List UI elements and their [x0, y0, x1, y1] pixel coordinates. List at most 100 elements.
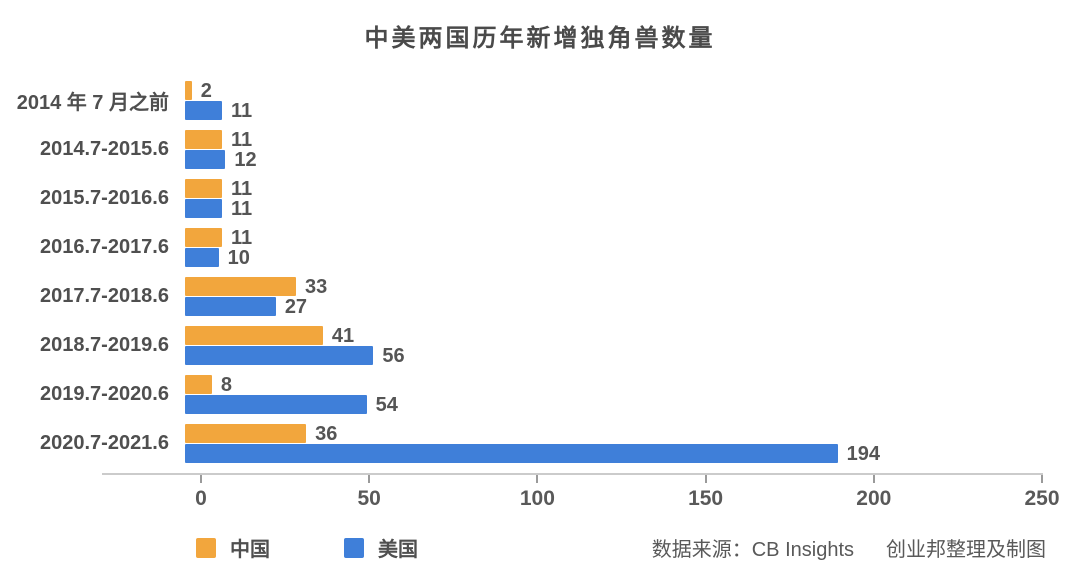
value-label: 11: [231, 226, 253, 249]
x-tick-mark: [704, 475, 707, 483]
bar-group: 36 194: [185, 422, 1080, 465]
bar-line: 54: [185, 393, 1080, 416]
bar-china: [185, 228, 222, 247]
category-label: 2015.7-2016.6: [39, 187, 169, 209]
bar-china: [185, 326, 323, 345]
value-label: 56: [382, 344, 405, 367]
bar-line: 194: [185, 442, 1080, 465]
bar-group: 11 10: [185, 226, 1080, 269]
source-note: 数据来源：CB Insights 创业邦整理及制图: [652, 533, 1046, 562]
chart-footer: 中国 美国 数据来源：CB Insights 创业邦整理及制图: [0, 533, 1080, 562]
bar-group: 41 56: [185, 324, 1080, 367]
value-label: 10: [227, 246, 250, 269]
category-label: 2019.7-2020.6: [39, 383, 169, 405]
chart-row: 2014 年 7 月之前 2 11: [0, 76, 1080, 125]
value-label: 41: [331, 324, 355, 347]
chart-row: 2019.7-2020.6 8 54: [0, 370, 1080, 419]
chart-row: 2017.7-2018.6 33 27: [0, 272, 1080, 321]
chart-row: 2020.7-2021.6 36 194: [0, 419, 1080, 468]
chart-row: 2018.7-2019.6 41 56: [0, 321, 1080, 370]
x-tick-mark: [872, 475, 875, 483]
legend-swatch-us: [344, 537, 364, 558]
value-label: 33: [305, 275, 328, 298]
bar-us: [185, 395, 367, 414]
x-tick-label: 150: [688, 487, 724, 510]
category-label: 2017.7-2018.6: [39, 285, 169, 307]
chart-row: 2014.7-2015.6 11 12: [0, 125, 1080, 174]
credit-text: 创业邦整理及制图: [886, 539, 1046, 561]
legend-label-china: 中国: [230, 539, 270, 561]
legend-item-china: 中国: [196, 533, 270, 562]
x-tick-mark: [536, 475, 539, 483]
bar-us: [185, 346, 374, 365]
category-label: 2014 年 7 月之前: [16, 92, 169, 114]
value-label: 11: [231, 177, 253, 200]
chart-row: 2016.7-2017.6 11 10: [0, 223, 1080, 272]
bar-line: 27: [185, 295, 1080, 318]
value-label: 12: [234, 148, 257, 171]
bar-group: 11 12: [185, 128, 1080, 171]
bar-group: 11 11: [185, 177, 1080, 220]
x-tick-mark: [368, 475, 371, 483]
bar-line: 11: [185, 128, 1080, 151]
x-tick-label: 0: [195, 487, 207, 510]
bar-line: 11: [185, 197, 1080, 220]
bar-us: [185, 101, 222, 120]
category-label: 2020.7-2021.6: [39, 432, 169, 454]
x-axis-line: [102, 473, 1043, 475]
bar-china: [185, 277, 296, 296]
value-label: 11: [231, 197, 253, 220]
bar-line: 56: [185, 344, 1080, 367]
bar-china: [185, 81, 192, 100]
bar-line: 10: [185, 246, 1080, 269]
bar-line: 11: [185, 226, 1080, 249]
bar-chart-rows: 2014 年 7 月之前 2 11 2014.7-2015.6 11 12 2015.7-2…: [0, 76, 1080, 468]
value-label: 194: [846, 442, 880, 465]
bar-group: 8 54: [185, 373, 1080, 416]
x-axis-ticks: 0 50 100 150 200 250: [195, 475, 1060, 517]
bar-us: [185, 297, 276, 316]
bar-line: 11: [185, 99, 1080, 122]
bar-china: [185, 179, 222, 198]
bar-line: 36: [185, 422, 1080, 445]
value-label: 8: [220, 373, 233, 396]
bar-line: 12: [185, 148, 1080, 171]
bar-group: 33 27: [185, 275, 1080, 318]
x-tick-label: 50: [357, 487, 381, 510]
bar-group: 2 11: [185, 79, 1080, 122]
x-tick-label: 100: [519, 487, 555, 510]
bar-line: 8: [185, 373, 1080, 396]
x-tick-label: 250: [1024, 487, 1060, 510]
x-tick-mark: [200, 475, 202, 483]
bar-us: [185, 150, 226, 169]
value-label: 11: [231, 99, 253, 122]
chart-row: 2015.7-2016.6 11 11: [0, 174, 1080, 223]
data-source-text: 数据来源：CB Insights: [651, 539, 854, 561]
x-tick-mark: [1041, 475, 1043, 483]
legend-swatch-china: [196, 537, 216, 558]
value-label: 11: [231, 128, 253, 151]
category-label: 2018.7-2019.6: [39, 334, 169, 356]
value-label: 27: [284, 295, 308, 318]
bar-line: 41: [185, 324, 1080, 347]
value-label: 2: [200, 79, 212, 102]
bar-china: [185, 130, 222, 149]
chart-title: 中美两国历年新增独角兽数量: [364, 25, 716, 52]
legend-item-us: 美国: [344, 533, 418, 562]
bar-line: 2: [185, 79, 1080, 102]
bar-china: [185, 424, 307, 443]
bar-line: 33: [185, 275, 1080, 298]
category-label: 2014.7-2015.6: [39, 138, 169, 160]
bar-line: 11: [185, 177, 1080, 200]
bar-china: [185, 375, 212, 394]
legend-label-us: 美国: [378, 539, 418, 561]
category-label: 2016.7-2017.6: [39, 236, 169, 258]
bar-us: [185, 444, 838, 463]
x-tick-label: 200: [856, 487, 892, 510]
bar-us: [185, 199, 222, 218]
legend: 中国 美国: [196, 533, 418, 562]
bar-us: [185, 248, 219, 267]
value-label: 36: [315, 422, 338, 445]
value-label: 54: [375, 393, 398, 416]
